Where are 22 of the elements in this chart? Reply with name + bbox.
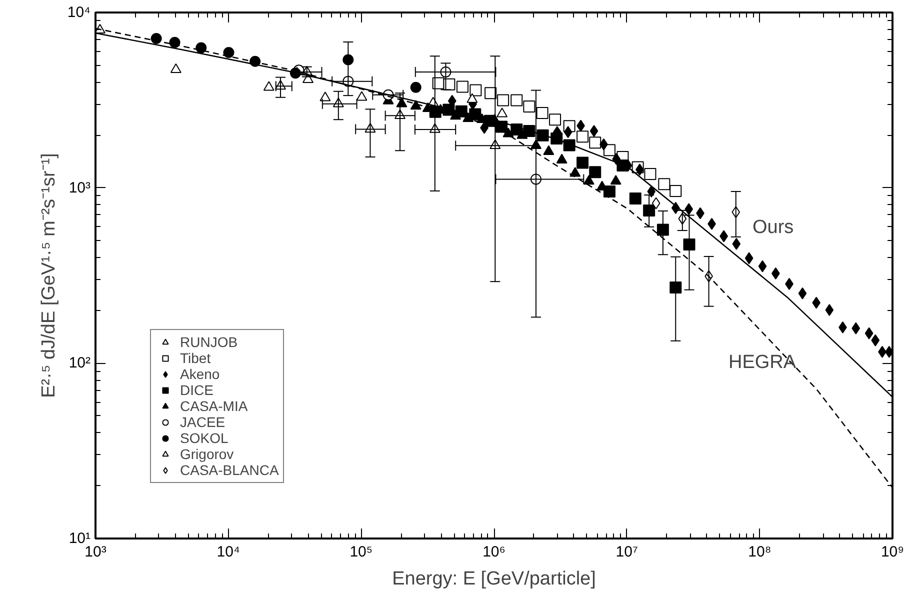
annotation: Ours — [752, 217, 794, 238]
annotation: HEGRA — [728, 352, 796, 373]
x-tick-label: 10⁴ — [216, 544, 240, 560]
legend-label: Grigorov — [180, 446, 234, 462]
y-tick-label: 10² — [68, 354, 91, 372]
x-tick-label: 10⁸ — [748, 544, 772, 560]
legend-label: RUNJOB — [180, 334, 238, 350]
x-tick-label: 10⁵ — [350, 544, 373, 560]
x-tick-label: 10⁷ — [616, 544, 638, 560]
x-axis-title: Energy: E [GeV/particle] — [392, 568, 596, 590]
x-tick-label: 10⁹ — [880, 544, 904, 560]
legend-label: JACEE — [180, 414, 226, 430]
y-axis-title: E²·⁵ dJ/dE [GeV¹·⁵ m⁻²s⁻¹sr⁻¹] — [38, 153, 60, 398]
legend-label: SOKOL — [180, 430, 228, 446]
legend-label: CASA-MIA — [180, 398, 248, 414]
x-tick-label: 10⁶ — [482, 544, 506, 560]
legend-label: DICE — [180, 382, 214, 398]
legend-label: CASA-BLANCA — [180, 462, 279, 478]
legend-label: Tibet — [180, 350, 211, 366]
y-tick-label: 10⁴ — [67, 4, 91, 21]
legend-label: Akeno — [180, 366, 220, 382]
y-tick-label: 10³ — [68, 179, 91, 196]
